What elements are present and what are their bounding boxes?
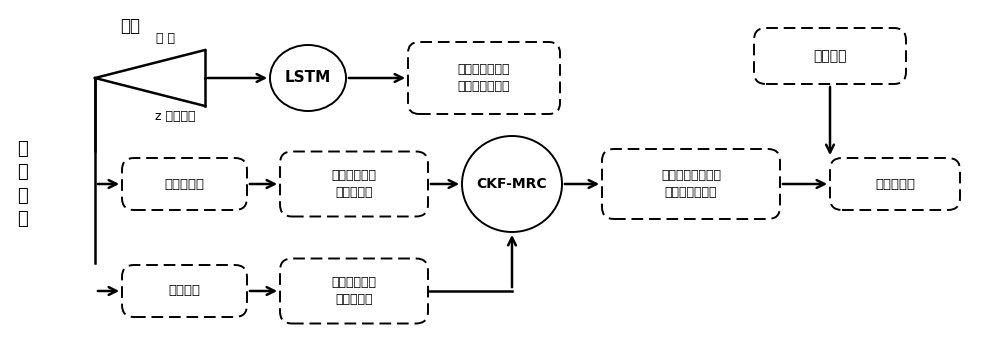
- Text: 相对于太阳子
午线方位角: 相对于太阳子 午线方位角: [332, 169, 376, 199]
- Text: 天文公式: 天文公式: [813, 49, 847, 63]
- Ellipse shape: [270, 45, 346, 111]
- FancyBboxPatch shape: [280, 258, 428, 324]
- FancyBboxPatch shape: [830, 158, 960, 210]
- Text: 训练: 训练: [120, 17, 140, 35]
- Text: 偏振光导航: 偏振光导航: [164, 178, 205, 190]
- Text: z 轴角速率: z 轴角速率: [155, 110, 195, 122]
- FancyBboxPatch shape: [122, 158, 247, 210]
- Text: 绝对航向角: 绝对航向角: [875, 178, 915, 190]
- FancyBboxPatch shape: [408, 42, 560, 114]
- Text: 时 间: 时 间: [156, 31, 175, 44]
- Text: 较高精度相对于太
阳子午线方位角: 较高精度相对于太 阳子午线方位角: [661, 169, 721, 199]
- FancyBboxPatch shape: [754, 28, 906, 84]
- Ellipse shape: [462, 136, 562, 232]
- FancyBboxPatch shape: [602, 149, 780, 219]
- Text: CKF-MRC: CKF-MRC: [477, 177, 547, 191]
- Text: 惯性导航: 惯性导航: [168, 284, 200, 298]
- FancyBboxPatch shape: [122, 265, 247, 317]
- Text: 训
练
阶
段: 训 练 阶 段: [17, 140, 27, 229]
- Text: LSTM: LSTM: [285, 70, 331, 85]
- Text: 相对于太阳子
午线方位角: 相对于太阳子 午线方位角: [332, 276, 376, 306]
- FancyBboxPatch shape: [280, 152, 428, 216]
- Text: 偏振光相对于太
阳子午线方位角: 偏振光相对于太 阳子午线方位角: [458, 63, 510, 93]
